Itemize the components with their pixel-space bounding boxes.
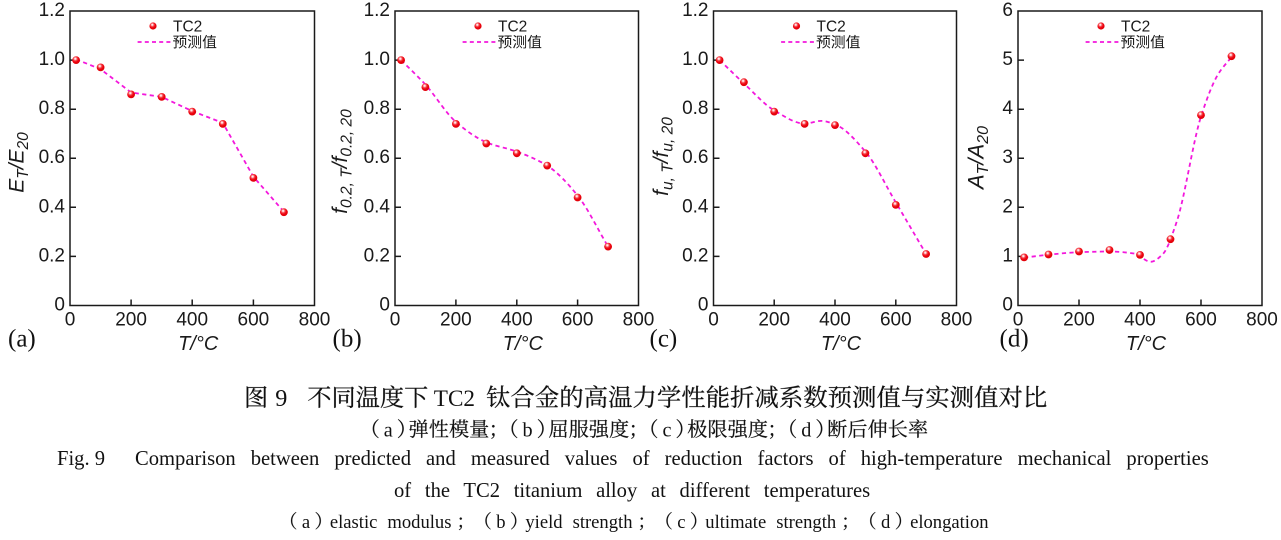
svg-text:400: 400	[1124, 310, 1156, 331]
svg-text:3: 3	[1002, 147, 1013, 168]
svg-text:0.2: 0.2	[364, 245, 390, 266]
svg-text:0.4: 0.4	[364, 196, 391, 217]
svg-text:600: 600	[238, 310, 270, 331]
svg-text:TC2: TC2	[817, 19, 846, 36]
svg-text:0: 0	[379, 295, 390, 316]
svg-text:d: d	[801, 419, 811, 441]
svg-text:0.6: 0.6	[364, 147, 390, 168]
svg-text:0: 0	[698, 295, 709, 316]
svg-text:(b): (b)	[333, 326, 362, 353]
svg-text:400: 400	[501, 310, 533, 331]
svg-text:T/°C: T/°C	[503, 333, 544, 355]
svg-text:0: 0	[390, 310, 401, 331]
svg-text:0: 0	[1002, 295, 1013, 316]
svg-text:600: 600	[1185, 310, 1217, 331]
svg-text:400: 400	[819, 310, 851, 331]
svg-text:d: d	[881, 512, 891, 533]
svg-text:9: 9	[275, 385, 287, 412]
svg-text:TC2: TC2	[173, 19, 202, 36]
svg-text:0.8: 0.8	[39, 98, 65, 119]
svg-text:fu, T/fu, 20: fu, T/fu, 20	[650, 117, 677, 196]
svg-text:800: 800	[623, 310, 655, 331]
svg-text:Fig. 9: Fig. 9	[57, 448, 105, 470]
svg-text:200: 200	[758, 310, 790, 331]
svg-text:TC2: TC2	[498, 19, 527, 36]
svg-text:ET/E20: ET/E20	[6, 132, 33, 193]
svg-text:1.2: 1.2	[364, 0, 390, 21]
svg-text:0: 0	[65, 310, 76, 331]
svg-text:f0.2, T/f0.2, 20: f0.2, T/f0.2, 20	[329, 109, 356, 214]
svg-text:200: 200	[440, 310, 472, 331]
svg-text:TC2: TC2	[1121, 19, 1150, 36]
svg-text:400: 400	[176, 310, 208, 331]
svg-text:c: c	[662, 419, 671, 441]
svg-text:800: 800	[1246, 310, 1278, 331]
svg-text:600: 600	[880, 310, 912, 331]
svg-text:1.0: 1.0	[39, 49, 65, 70]
svg-text:0.8: 0.8	[364, 98, 390, 119]
svg-text:yield strength: yield strength	[525, 512, 633, 533]
svg-text:1.2: 1.2	[682, 0, 708, 21]
svg-text:T/°C: T/°C	[1126, 333, 1167, 355]
svg-text:1: 1	[1002, 245, 1013, 266]
svg-text:0.2: 0.2	[39, 245, 65, 266]
svg-text:c: c	[677, 512, 685, 533]
svg-text:2: 2	[1002, 196, 1013, 217]
svg-text:T/°C: T/°C	[821, 333, 862, 355]
svg-text:b: b	[496, 512, 505, 533]
svg-text:0.8: 0.8	[682, 98, 708, 119]
svg-text:0.2: 0.2	[682, 245, 708, 266]
svg-text:200: 200	[115, 310, 147, 331]
svg-text:of the TC2 titanium alloy at d: of the TC2 titanium alloy at different t…	[394, 480, 870, 502]
svg-text:ultimate strength: ultimate strength	[705, 512, 837, 533]
svg-text:800: 800	[299, 310, 331, 331]
svg-text:5: 5	[1002, 49, 1013, 70]
svg-text:elastic modulus: elastic modulus	[330, 512, 452, 533]
svg-text:0.4: 0.4	[39, 196, 66, 217]
svg-text:1.2: 1.2	[39, 0, 65, 21]
svg-text:200: 200	[1063, 310, 1095, 331]
svg-text:800: 800	[941, 310, 973, 331]
svg-text:a: a	[384, 419, 393, 441]
svg-text:T/°C: T/°C	[178, 333, 219, 355]
svg-text:a: a	[302, 512, 310, 533]
svg-text:1.0: 1.0	[364, 49, 390, 70]
svg-text:AT/A20: AT/A20	[964, 126, 993, 191]
svg-text:0.6: 0.6	[682, 147, 708, 168]
svg-text:6: 6	[1002, 0, 1013, 21]
svg-text:4: 4	[1002, 98, 1013, 119]
svg-text:b: b	[523, 419, 533, 441]
svg-text:0: 0	[1013, 310, 1024, 331]
svg-text:elongation: elongation	[910, 512, 989, 533]
svg-text:0.6: 0.6	[39, 147, 65, 168]
svg-text:Comparison between predicted a: Comparison between predicted and measure…	[135, 448, 1209, 470]
svg-text:(d): (d)	[1000, 326, 1029, 353]
svg-text:(c): (c)	[650, 326, 678, 353]
svg-text:0: 0	[708, 310, 719, 331]
svg-text:600: 600	[562, 310, 594, 331]
svg-text:(a): (a)	[8, 326, 36, 353]
svg-text:TC2: TC2	[434, 386, 475, 412]
svg-text:0.4: 0.4	[682, 196, 709, 217]
svg-text:0: 0	[54, 295, 65, 316]
svg-text:1.0: 1.0	[682, 49, 708, 70]
